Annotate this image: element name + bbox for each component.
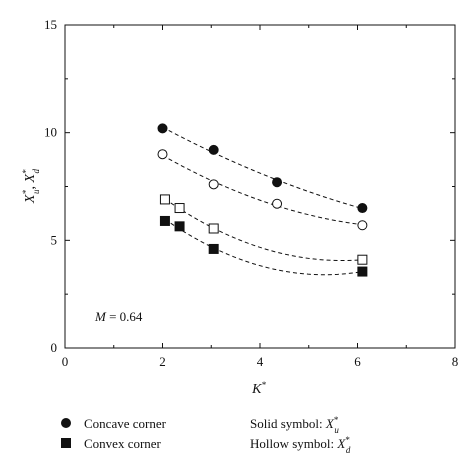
- x-tick-label: 0: [62, 354, 69, 369]
- legend-marker-concave: [61, 418, 71, 428]
- y-tick-label: 5: [51, 232, 58, 247]
- legend-note-solid: Solid symbol: X* u: [250, 415, 339, 435]
- fit-lines: [162, 126, 363, 276]
- x-tick-label: 6: [354, 354, 361, 369]
- legend-marker-convex: [61, 438, 71, 448]
- fit-line-0: [162, 126, 363, 210]
- y-axis-label: X*u, X*d: [21, 168, 41, 204]
- data-point-circle-hollow: [157, 149, 168, 160]
- data-point-circle-hollow: [357, 220, 368, 231]
- data-point-circle-hollow: [272, 198, 283, 209]
- legend-label-convex: Convex corner: [84, 436, 162, 451]
- data-point-circle-filled: [272, 177, 283, 188]
- plot-area: 0 2 4 6 8 0 5 10 15 M = 0.64: [44, 17, 458, 369]
- legend: Concave corner Convex corner Solid symbo…: [61, 415, 351, 455]
- data-point-square-filled: [159, 215, 170, 226]
- y-tick-label: 10: [44, 125, 57, 140]
- x-tick-label: 2: [159, 354, 166, 369]
- y-tick-label: 0: [51, 340, 58, 355]
- data-point-square-hollow: [357, 254, 368, 265]
- annotation-text: = 0.64: [106, 309, 143, 324]
- legend-note-hollow: Hollow symbol: X* d: [250, 435, 351, 455]
- fit-line-1: [162, 154, 363, 226]
- x-tick-label: 8: [452, 354, 459, 369]
- data-point-circle-hollow: [208, 179, 219, 190]
- axis-ticks: [64, 24, 456, 349]
- data-point-circle-filled: [157, 123, 168, 134]
- fit-line-2: [164, 198, 363, 262]
- annotation-mach: M = 0.64: [94, 309, 143, 324]
- data-point-square-hollow: [174, 203, 185, 214]
- data-point-square-hollow: [159, 194, 170, 205]
- x-tick-label: 4: [257, 354, 264, 369]
- legend-label-concave: Concave corner: [84, 416, 167, 431]
- data-point-square-hollow: [208, 223, 219, 234]
- data-markers: [157, 123, 368, 277]
- data-point-square-filled: [357, 266, 368, 277]
- x-axis-label: K*: [251, 380, 266, 397]
- plot-frame: [64, 24, 456, 349]
- y-tick-label: 15: [44, 17, 57, 32]
- data-point-square-filled: [208, 243, 219, 254]
- data-point-square-filled: [174, 221, 185, 232]
- tick-labels: 0 2 4 6 8 0 5 10 15: [44, 17, 458, 369]
- data-point-circle-filled: [357, 203, 368, 214]
- data-point-circle-filled: [208, 144, 219, 155]
- fit-line-3: [164, 218, 363, 276]
